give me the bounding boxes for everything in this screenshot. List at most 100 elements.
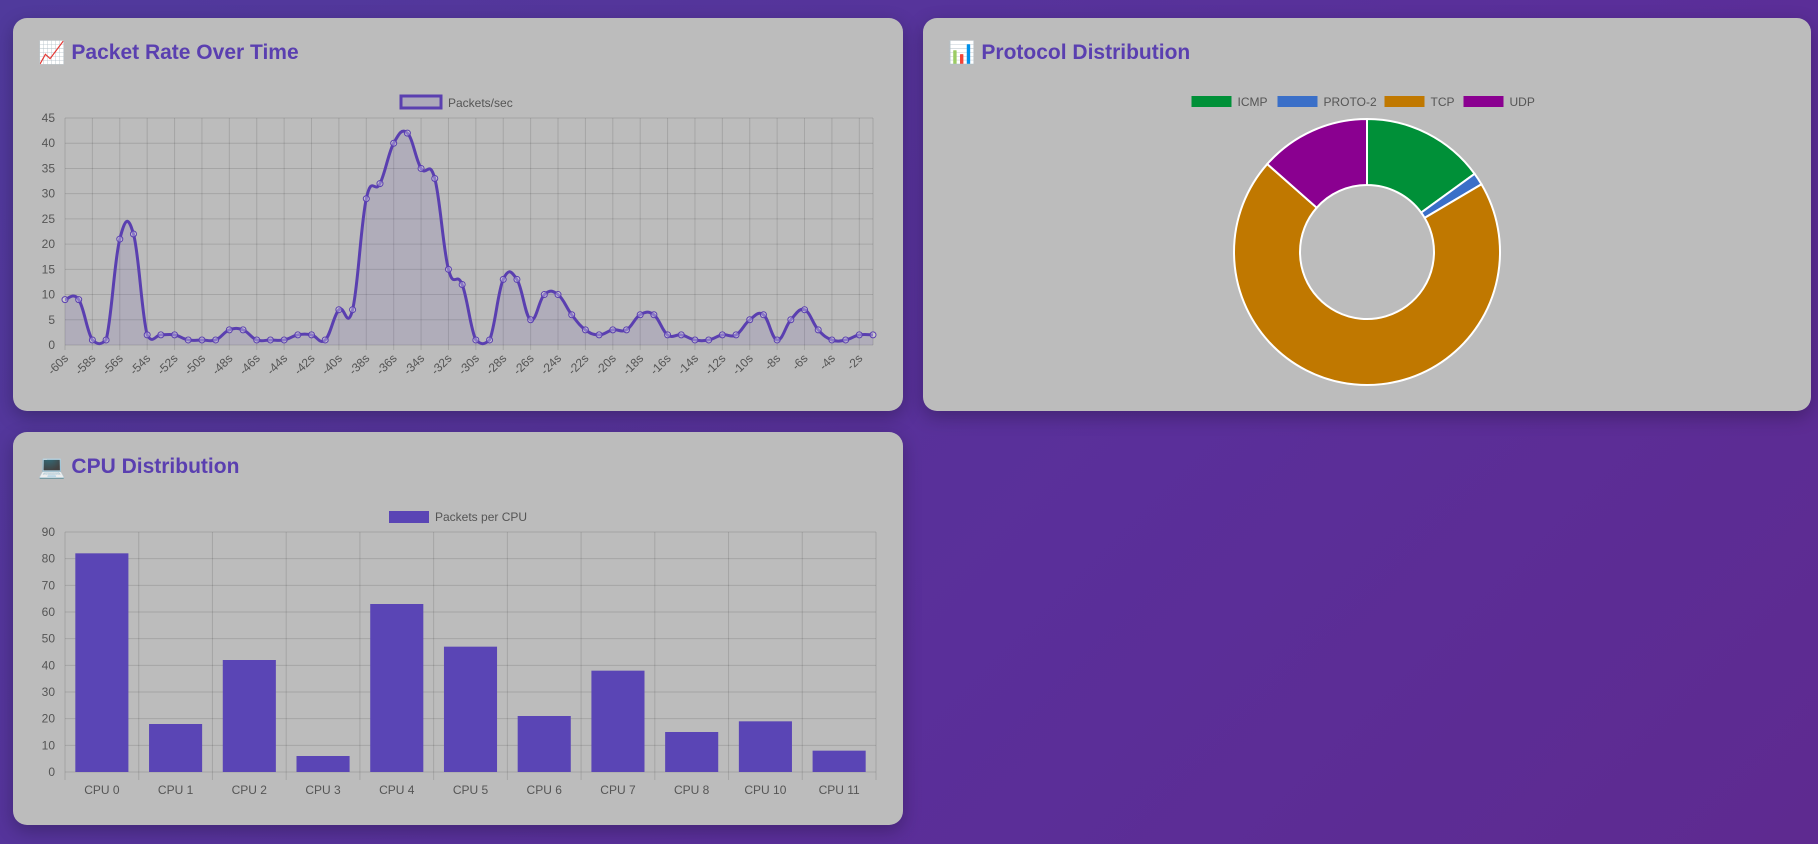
x-tick-label: -6s [789,351,811,373]
data-point [376,180,384,188]
data-point [664,331,672,339]
data-point [431,175,439,183]
x-tick-label: -10s [729,351,755,377]
data-point [129,230,137,238]
packet-rate-chart: Packets/sec 0 5 10 15 20 25 30 35 40 45 -60s -58s -56… [42,94,877,378]
x-tick-label: -60s [45,351,71,377]
data-point [499,275,507,283]
x-tick-label: -20s [593,351,619,377]
legend-label-udp: UDP [1510,95,1535,109]
y-tick-label: 15 [42,262,56,276]
legend-label-packets-sec: Packets/sec [448,96,513,110]
y-tick-label: 20 [42,712,56,726]
x-tick-label: CPU 0 [84,783,120,797]
data-point [869,331,877,339]
y-tick-label: 25 [42,212,56,226]
x-tick-label: -28s [483,351,509,377]
data-point [677,331,685,339]
legend-swatch-icmp [1191,96,1232,107]
data-point [266,336,274,344]
data-point [390,139,398,147]
protocol-distribution-title: 📊 Protocol Distribution [948,40,1190,66]
data-point [403,129,411,137]
bar-cpu-8 [665,732,719,772]
x-tick-label: -14s [675,351,701,377]
legend-swatch-packets-sec [399,94,443,110]
data-point [417,164,425,172]
data-point [513,275,521,283]
data-point [773,336,781,344]
y-tick-label: 0 [48,765,55,779]
x-tick-label: CPU 7 [600,783,636,797]
data-point [362,195,370,203]
x-tick-label: -46s [236,351,262,377]
y-tick-label: 20 [42,237,56,251]
data-point [622,326,630,334]
bar-cpu-1 [149,724,203,772]
x-tick-label: -24s [538,351,564,377]
data-point [554,291,562,299]
y-tick-label: 60 [42,605,56,619]
x-tick-label: -12s [702,351,728,377]
y-tick-label: 80 [42,552,56,566]
data-point [88,336,96,344]
cpu-distribution-card: 💻 CPU Distribution Packets per CPU 0 10 20 3… [13,432,903,825]
x-tick-label: -40s [319,351,345,377]
x-tick-label: CPU 8 [674,783,710,797]
legend-label-proto-2: PROTO-2 [1324,95,1377,109]
x-tick-label: -52s [154,351,180,377]
y-tick-label: 10 [42,288,56,302]
bar-cpu-7 [591,670,645,772]
protocol-distribution-title-text: Protocol Distribution [981,41,1191,64]
x-tick-label: -18s [620,351,646,377]
data-point [828,336,836,344]
data-point [486,336,494,344]
pie-slice-udp [1265,117,1368,210]
data-point [746,316,754,324]
cpu-distribution-title-text: CPU Distribution [71,455,240,478]
bar-cpu-2 [222,660,276,772]
data-point [650,311,658,319]
y-tick-label: 90 [42,525,56,539]
y-tick-label: 30 [42,685,56,699]
x-tick-label: -30s [456,351,482,377]
pie-slice-tcp [1233,162,1501,386]
protocol-distribution-card: 📊 Protocol Distribution ICMP PROTO-2 TCP UD… [923,18,1811,411]
data-point [253,336,261,344]
chart-increasing-icon: 📈 [38,40,66,65]
packet-rate-title: 📈 Packet Rate Over Time [38,40,299,66]
data-point [171,331,179,339]
data-point [458,280,466,288]
data-point [349,306,357,314]
x-tick-label: -38s [346,351,372,377]
data-point [225,326,233,334]
y-tick-label: 50 [42,632,56,646]
x-tick-label: -2s [844,351,866,373]
y-tick-label: 45 [42,111,56,125]
data-point [472,336,480,344]
legend-swatch-tcp [1384,96,1425,107]
data-point [787,316,795,324]
y-tick-label: 35 [42,161,56,175]
data-point [814,326,822,334]
x-tick-label: -44s [264,351,290,377]
data-point [732,331,740,339]
y-tick-label: 70 [42,578,56,592]
legend-label-icmp: ICMP [1238,95,1268,109]
x-tick-label: -34s [401,351,427,377]
x-tick-label: -50s [182,351,208,377]
x-tick-label: -32s [428,351,454,377]
x-tick-label: CPU 3 [305,783,341,797]
data-point [102,336,110,344]
data-point [116,235,124,243]
data-point [636,311,644,319]
legend-swatch-packets-per-cpu [389,511,429,523]
data-point [212,336,220,344]
bar-cpu-6 [517,716,571,772]
y-tick-label: 10 [42,738,56,752]
bar-cpu-11 [812,750,866,772]
pie-legend: ICMP PROTO-2 TCP UDP [1191,95,1535,109]
x-tick-label: -26s [510,351,536,377]
line-area-fill [65,131,873,345]
data-point [157,331,165,339]
